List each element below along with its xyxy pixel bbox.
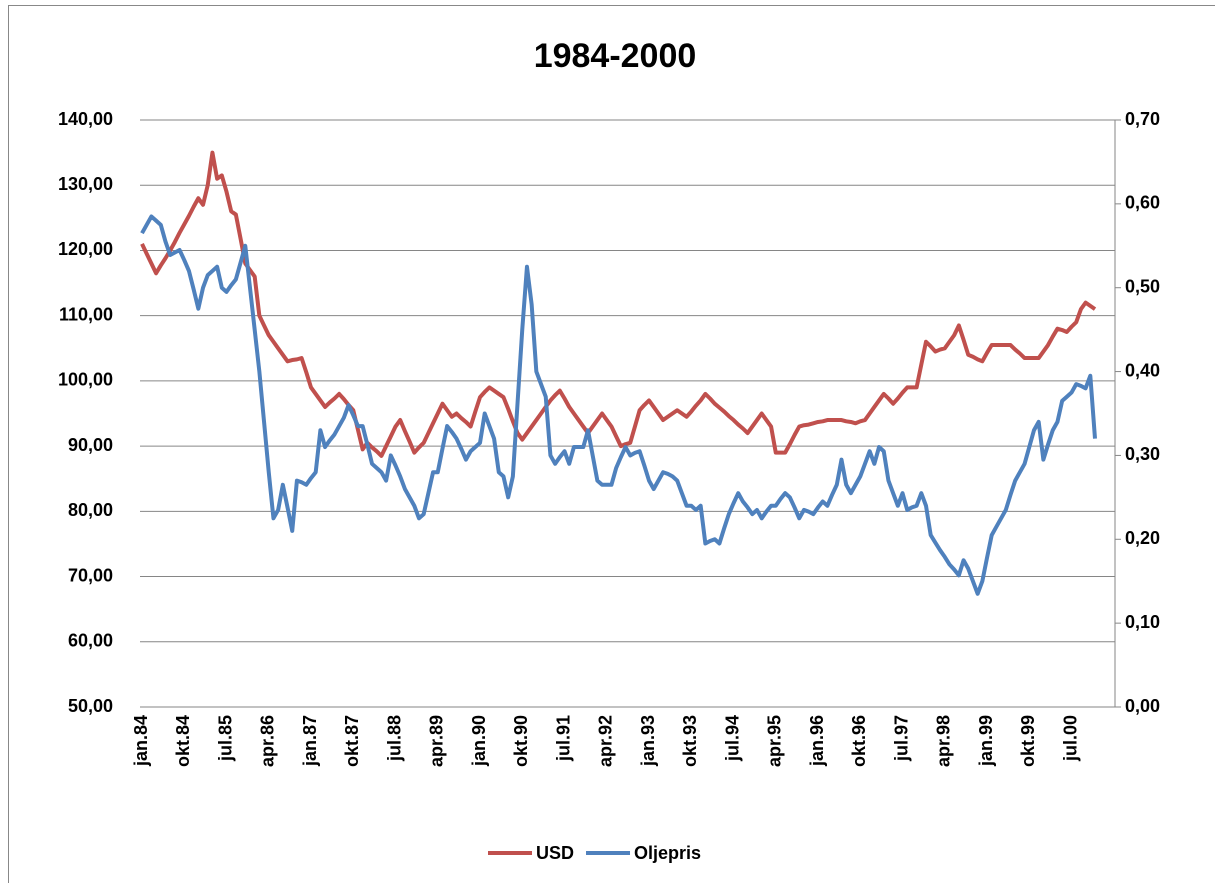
y2-tick-label: 0,10 xyxy=(1125,612,1160,632)
x-tick-label: jan.96 xyxy=(807,715,827,767)
y2-tick-label: 0,20 xyxy=(1125,528,1160,548)
y-tick-label: 90,00 xyxy=(68,435,113,455)
x-tick-label: jul.91 xyxy=(553,715,573,762)
x-tick-label: okt.87 xyxy=(342,715,362,767)
x-tick-label: apr.92 xyxy=(596,715,616,767)
x-tick-label: jul.88 xyxy=(384,715,404,762)
x-tick-label: apr.95 xyxy=(765,715,785,767)
series-line xyxy=(140,150,1097,458)
chart-title: 1984-2000 xyxy=(534,37,697,75)
x-tick-label: jul.97 xyxy=(891,715,911,762)
x-tick-label: jan.99 xyxy=(976,715,996,767)
y2-tick-label: 0,60 xyxy=(1125,193,1160,213)
y2-tick-label: 0,00 xyxy=(1125,696,1160,716)
chart-frame xyxy=(8,5,1215,883)
y2-tick-label: 0,70 xyxy=(1125,109,1160,129)
x-tick-label: jul.85 xyxy=(215,715,235,762)
x-tick-label: okt.84 xyxy=(173,715,193,767)
x-tick-label: jan.93 xyxy=(638,715,658,767)
y-tick-label: 130,00 xyxy=(58,174,113,194)
y2-tick-label: 0,50 xyxy=(1125,276,1160,296)
x-tick-label: apr.98 xyxy=(934,715,954,767)
legend-label: USD xyxy=(536,843,574,863)
x-tick-label: apr.86 xyxy=(258,715,278,767)
y-tick-label: 60,00 xyxy=(68,631,113,651)
y-tick-label: 70,00 xyxy=(68,565,113,585)
x-tick-label: jul.00 xyxy=(1060,715,1080,762)
x-tick-label: okt.96 xyxy=(849,715,869,767)
x-tick-label: okt.99 xyxy=(1018,715,1038,767)
y-tick-label: 50,00 xyxy=(68,696,113,716)
y-tick-label: 120,00 xyxy=(58,239,113,259)
y-tick-label: 100,00 xyxy=(58,370,113,390)
y-tick-label: 80,00 xyxy=(68,500,113,520)
x-tick-label: jan.90 xyxy=(469,715,489,767)
y-tick-label: 140,00 xyxy=(58,109,113,129)
x-tick-label: jan.87 xyxy=(300,715,320,767)
x-tick-label: okt.90 xyxy=(511,715,531,767)
y2-tick-label: 0,30 xyxy=(1125,444,1160,464)
x-tick-label: jul.94 xyxy=(722,715,742,762)
y2-tick-label: 0,40 xyxy=(1125,360,1160,380)
series-line xyxy=(140,214,1097,596)
y-tick-label: 110,00 xyxy=(59,304,113,324)
legend-label: Oljepris xyxy=(634,843,701,863)
x-tick-label: jan.84 xyxy=(131,715,151,767)
x-tick-label: apr.89 xyxy=(427,715,447,767)
x-tick-label: okt.93 xyxy=(680,715,700,767)
